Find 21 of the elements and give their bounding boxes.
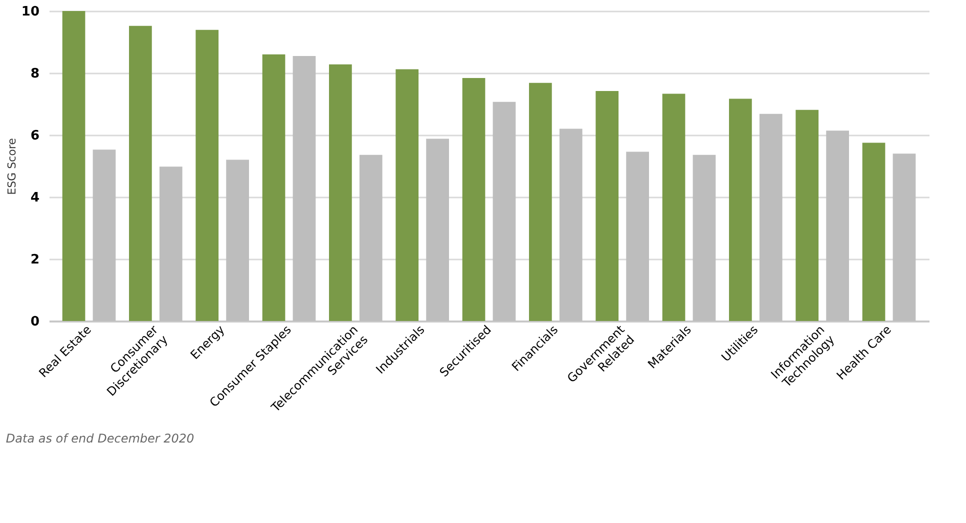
y-tick-label: 6 — [30, 128, 40, 144]
bar — [729, 98, 752, 321]
bar — [662, 94, 686, 321]
bar — [529, 82, 552, 321]
y-tick-label: 2 — [30, 252, 40, 268]
bar — [129, 26, 152, 321]
text: Data as of end December 2020 — [6, 431, 195, 446]
bar — [329, 64, 352, 321]
y-tick-label: 8 — [30, 66, 40, 82]
bar — [396, 69, 419, 321]
y-tick-label: 0 — [30, 314, 40, 330]
bar — [262, 54, 286, 321]
bar — [796, 110, 819, 321]
bar — [196, 30, 219, 321]
bar — [462, 78, 486, 321]
y-tick-label: 4 — [30, 190, 40, 206]
y-axis-title: ESG Score — [5, 138, 18, 195]
bar — [596, 90, 619, 321]
bar — [62, 11, 86, 321]
bar — [862, 142, 886, 321]
y-tick-label: 10 — [21, 4, 40, 20]
